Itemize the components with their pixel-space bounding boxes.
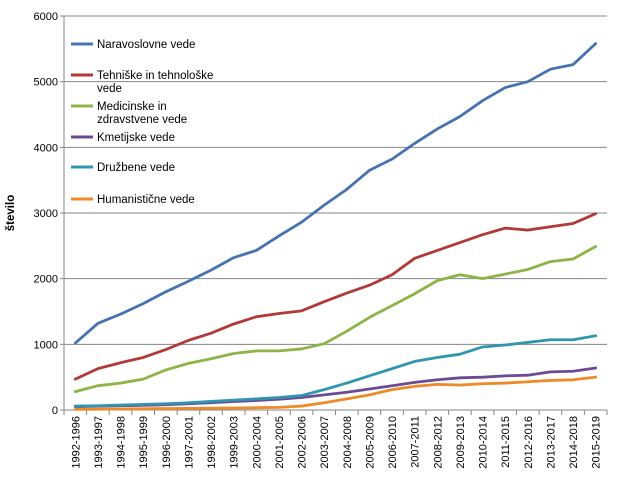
- y-tick-label: 5000: [34, 77, 58, 89]
- x-tick-label: 1999-2003: [229, 416, 241, 469]
- y-tick-label: 4000: [34, 142, 58, 154]
- x-tick-label: 1992-1996: [70, 416, 82, 469]
- x-tick-label: 1998-2002: [206, 416, 218, 469]
- legend-label: zdravstvene vede: [97, 114, 187, 126]
- legend-label: Kmetijske vede: [97, 132, 175, 144]
- legend-label: Medicinske in: [97, 101, 167, 113]
- x-tick-label: 1997-2001: [183, 416, 195, 469]
- legend-label: Tehniške in tehnološke: [97, 70, 213, 82]
- y-tick-label: 6000: [34, 11, 58, 23]
- series-line-1: [73, 42, 598, 345]
- x-tick-label: 2010-2014: [478, 416, 490, 469]
- x-tick-label: 2000-2004: [251, 416, 263, 469]
- legend-label: vede: [97, 83, 122, 95]
- y-tick-label: 3000: [34, 208, 58, 220]
- gridlines: [64, 15, 607, 345]
- x-tick-label: 1995-1999: [138, 416, 150, 469]
- x-tick-label: 2002-2006: [297, 416, 309, 469]
- series-line-6: [73, 375, 598, 411]
- x-tick-label: 2001-2005: [274, 416, 286, 469]
- x-tick-label: 2012-2016: [523, 416, 535, 469]
- legend: Naravoslovne vede Tehniške in tehnološkev…: [71, 39, 213, 206]
- x-tick-label: 1994-1998: [116, 416, 128, 469]
- y-axis-label: število: [5, 195, 17, 231]
- legend-label: Družbene vede: [97, 162, 175, 174]
- x-tick-label: 2004-2008: [342, 416, 354, 469]
- x-tick-label: 2014-2018: [568, 416, 580, 469]
- x-tick-label: 2009-2013: [455, 416, 467, 469]
- legend-label: Naravoslovne vede: [97, 39, 195, 51]
- series-lines: [73, 42, 598, 411]
- x-tick-label: 2013-2017: [545, 416, 557, 469]
- x-tick-label: 1996-2000: [161, 416, 173, 469]
- y-tick-label: 1000: [34, 339, 58, 351]
- x-tick-label: 1993-1997: [93, 416, 105, 469]
- y-tick-label: 0: [52, 405, 58, 417]
- x-tick-label: 2008-2012: [432, 416, 444, 469]
- x-tick-label: 2015-2019: [591, 416, 603, 469]
- x-tick-label: 2003-2007: [319, 416, 331, 469]
- series-line-3: [73, 245, 598, 394]
- y-tick-label: 2000: [34, 274, 58, 286]
- x-tick-label: 2005-2009: [364, 416, 376, 469]
- legend-label: Humanistične vede: [97, 194, 195, 206]
- x-tick-label: 2007-2011: [410, 416, 422, 468]
- x-tick-label: 2011-2015: [500, 416, 512, 468]
- x-tick-label: 2006-2010: [387, 416, 399, 469]
- series-line-2: [73, 212, 598, 381]
- series-line-5: [73, 334, 598, 408]
